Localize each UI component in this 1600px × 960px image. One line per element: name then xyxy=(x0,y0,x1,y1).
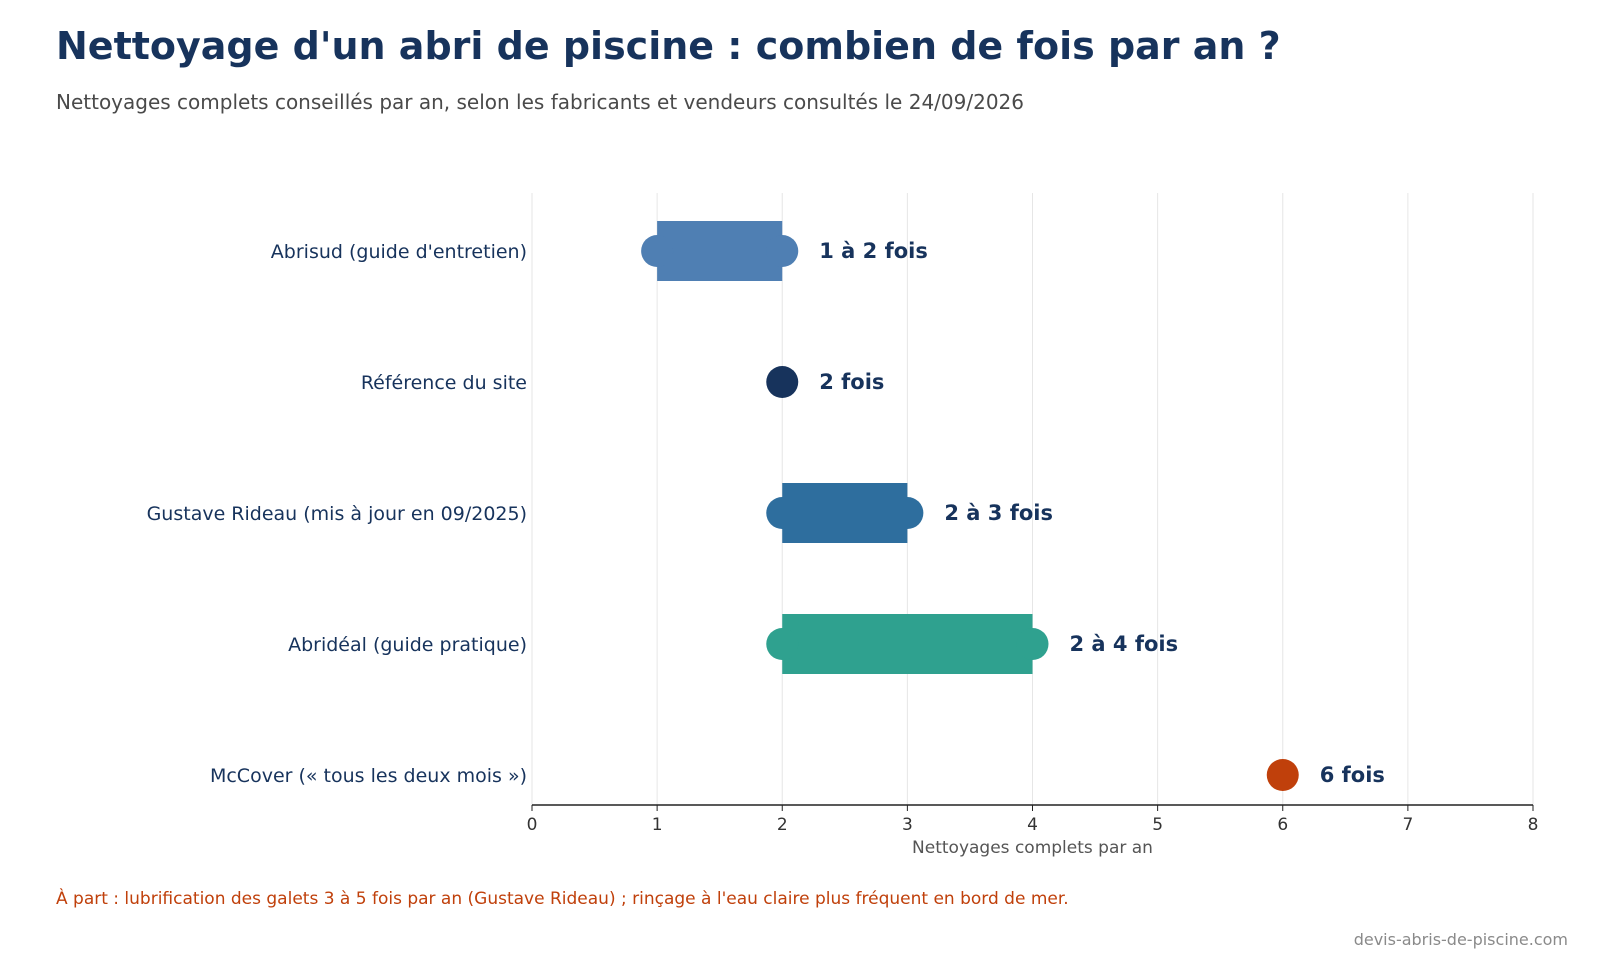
value-label: 1 à 2 fois xyxy=(819,239,928,263)
range-end-marker xyxy=(766,235,799,267)
x-tick-label: 5 xyxy=(1152,815,1163,835)
x-tick-label: 6 xyxy=(1277,815,1288,835)
row-label: Gustave Rideau (mis à jour en 09/2025) xyxy=(147,503,527,525)
value-label: 6 fois xyxy=(1320,763,1385,787)
source-credit: devis-abris-de-piscine.com xyxy=(1353,930,1568,949)
range-chart: Abrisud (guide d'entretien) 1 à 2 fois Réf… xyxy=(147,193,1539,858)
row-label: McCover (« tous les deux mois ») xyxy=(210,765,527,787)
point-marker xyxy=(766,366,799,398)
range-start-marker xyxy=(766,497,799,529)
x-tick-label: 8 xyxy=(1528,815,1539,835)
x-tick-label: 3 xyxy=(902,815,913,835)
x-tick-label: 0 xyxy=(527,815,538,835)
x-axis-title: Nettoyages complets par an xyxy=(912,838,1153,858)
x-tick-label: 4 xyxy=(1027,815,1038,835)
x-tick-label: 7 xyxy=(1402,815,1413,835)
chart-subtitle: Nettoyages complets conseillés par an, s… xyxy=(56,90,1024,114)
x-tick-label: 1 xyxy=(652,815,663,835)
range-end-marker xyxy=(891,497,924,529)
row-label: Référence du site xyxy=(361,372,527,394)
value-label: 2 fois xyxy=(819,370,884,394)
row-label: Abridéal (guide pratique) xyxy=(288,634,527,656)
range-bar xyxy=(657,221,783,281)
value-label: 2 à 3 fois xyxy=(944,501,1053,525)
range-end-marker xyxy=(1016,628,1049,660)
range-start-marker xyxy=(766,628,799,660)
range-bar xyxy=(782,614,1033,674)
chart-title: Nettoyage d'un abri de piscine : combien… xyxy=(56,24,1281,68)
value-label: 2 à 4 fois xyxy=(1070,632,1179,656)
point-marker xyxy=(1266,759,1299,791)
footnote: À part : lubrification des galets 3 à 5 … xyxy=(56,889,1069,909)
range-start-marker xyxy=(641,235,674,267)
range-bar xyxy=(782,483,908,543)
x-tick-label: 2 xyxy=(777,815,788,835)
row-label: Abrisud (guide d'entretien) xyxy=(271,241,527,263)
